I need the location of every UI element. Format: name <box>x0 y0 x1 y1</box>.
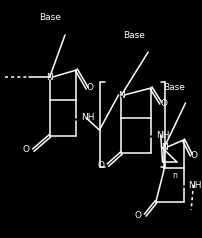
Text: O: O <box>97 160 104 169</box>
Text: N: N <box>118 90 124 99</box>
Text: NH: NH <box>187 180 201 189</box>
Text: n: n <box>172 170 177 179</box>
Text: O: O <box>23 145 30 154</box>
Text: O: O <box>86 84 93 93</box>
Text: O: O <box>134 210 141 219</box>
Text: Base: Base <box>39 14 60 23</box>
Text: N: N <box>160 143 167 152</box>
Text: O: O <box>189 150 196 159</box>
Text: Base: Base <box>162 84 184 93</box>
Text: NH: NH <box>155 130 169 139</box>
Text: NH: NH <box>81 114 94 123</box>
Text: O: O <box>159 99 166 108</box>
Text: N: N <box>46 73 53 81</box>
Text: Base: Base <box>122 30 144 40</box>
